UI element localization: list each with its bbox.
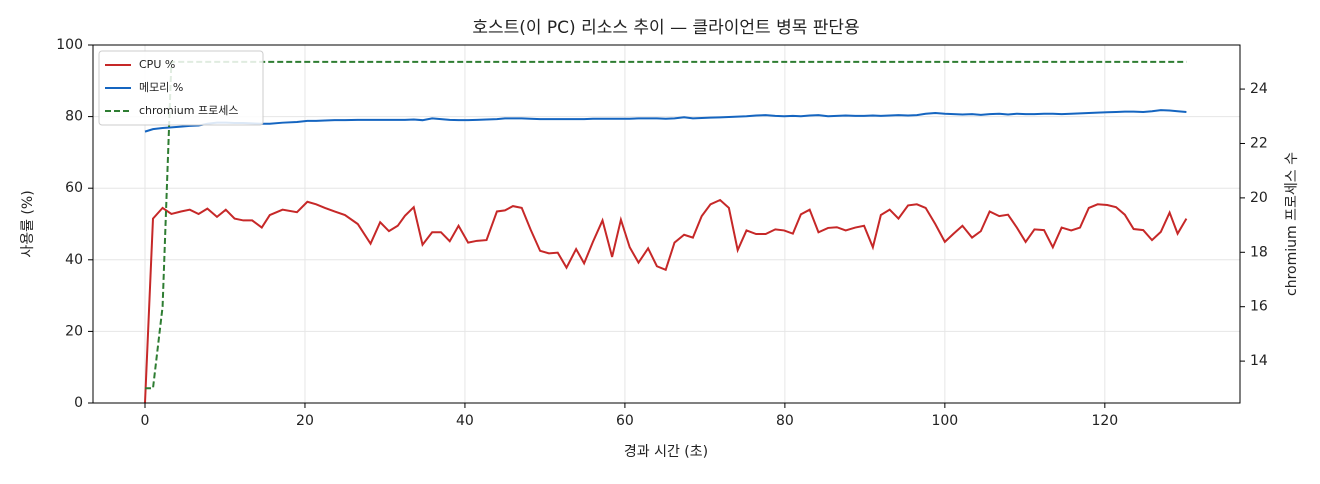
y2-tick-label: 24 [1250, 81, 1268, 97]
y2-tick-label: 18 [1250, 244, 1268, 260]
y-tick-label: 40 [65, 252, 83, 268]
legend-label: chromium 프로세스 [139, 104, 238, 117]
legend-label: 메모리 % [139, 81, 183, 94]
y-tick-label: 80 [65, 109, 83, 125]
x-axis-label: 경과 시간 (초) [624, 444, 708, 460]
legend-box [98, 50, 264, 126]
x-tick-label: 100 [931, 413, 958, 429]
y-tick-label: 0 [74, 395, 83, 411]
y-tick-label: 100 [56, 37, 83, 53]
y2-axis-label: chromium 프로세스 수 [1284, 152, 1300, 296]
plot-frame [92, 44, 1241, 404]
series-line [143, 198, 1188, 404]
x-tick-label: 120 [1091, 413, 1118, 429]
x-tick-label: 80 [776, 413, 794, 429]
y-tick-label: 20 [65, 323, 83, 339]
y-axis-label: 사용률 (%) [20, 190, 36, 257]
legend-label: CPU % [139, 58, 175, 71]
y2-tick-label: 20 [1250, 190, 1268, 206]
x-tick-label: 20 [296, 413, 314, 429]
x-tick-label: 40 [456, 413, 474, 429]
series-line [144, 109, 1187, 133]
y-tick-label: 60 [65, 180, 83, 196]
y2-tick-label: 16 [1250, 299, 1268, 315]
series-line [144, 60, 1187, 390]
x-tick-label: 0 [141, 413, 150, 429]
chart-title: 호스트(이 PC) 리소스 추이 — 클라이언트 병목 판단용 [472, 18, 859, 38]
y2-tick-label: 22 [1250, 135, 1268, 151]
x-tick-label: 60 [616, 413, 634, 429]
y2-tick-label: 14 [1250, 353, 1268, 369]
